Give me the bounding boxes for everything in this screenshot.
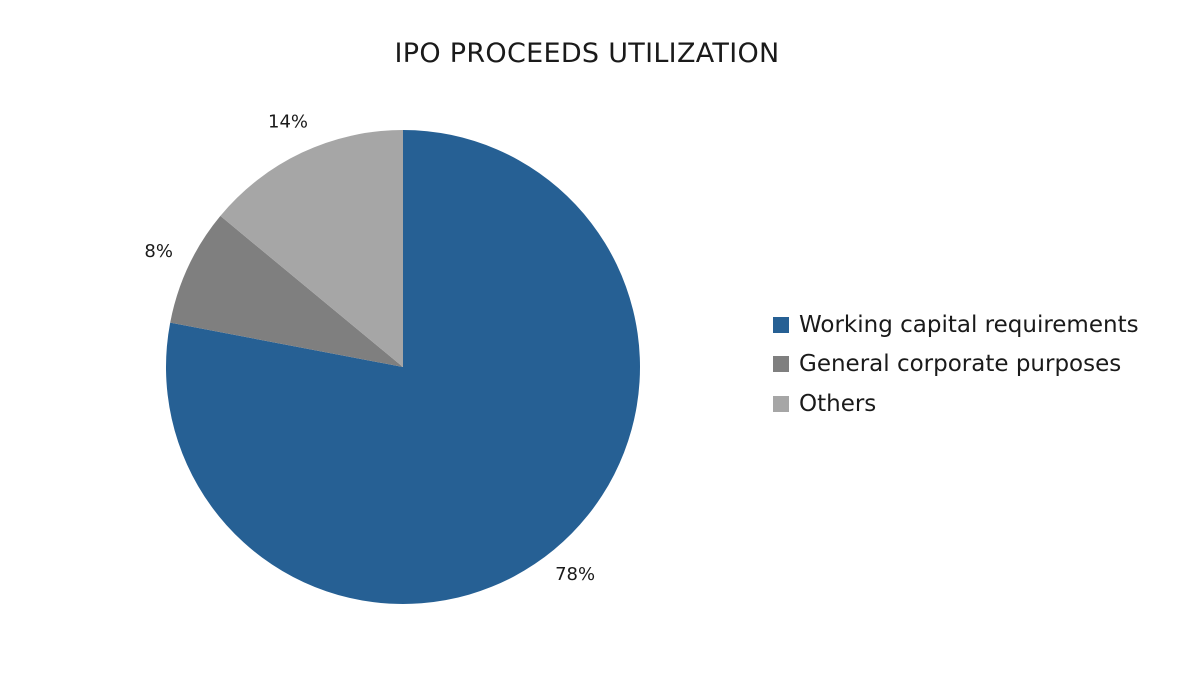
pie-slice-general-corporate	[170, 215, 403, 367]
legend-swatch-general-corporate	[773, 356, 789, 373]
legend-item-working-capital: Working capital requirements	[773, 305, 1139, 345]
legend-label-working-capital: Working capital requirements	[799, 311, 1139, 338]
legend: Working capital requirements General cor…	[773, 305, 1139, 424]
legend-swatch-others	[773, 395, 789, 412]
data-label-general-corporate: 8%	[144, 241, 173, 262]
legend-swatch-working-capital	[773, 316, 789, 333]
pie-slice-working-capital	[166, 130, 641, 605]
data-label-working-capital: 78%	[555, 564, 595, 585]
legend-item-others: Others	[773, 384, 1139, 424]
chart-title: IPO PROCEEDS UTILIZATION	[394, 38, 780, 69]
legend-label-others: Others	[799, 390, 877, 417]
pie-chart: 78% 8% 14%	[144, 112, 641, 605]
data-label-others: 14%	[268, 112, 308, 133]
pie-slice-others	[220, 130, 403, 367]
legend-item-general-corporate: General corporate purposes	[773, 345, 1139, 385]
legend-label-general-corporate: General corporate purposes	[799, 351, 1122, 378]
